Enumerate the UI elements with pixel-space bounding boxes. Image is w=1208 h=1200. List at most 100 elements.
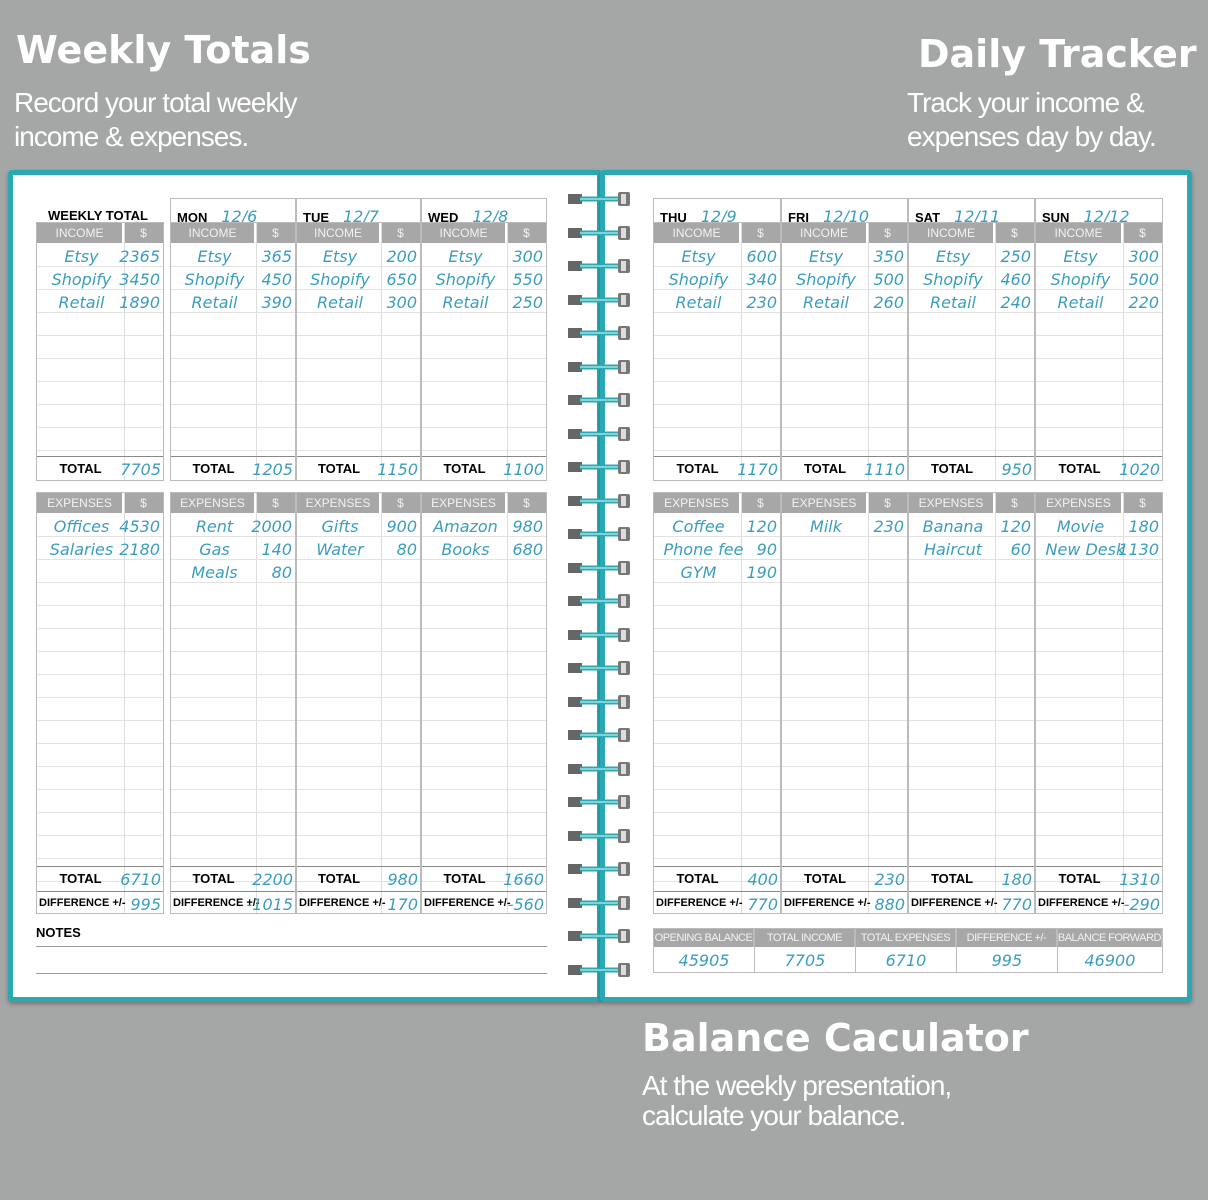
entry-line[interactable]: [422, 605, 546, 606]
entry-label[interactable]: Retail: [191, 293, 238, 312]
entry-line[interactable]: [297, 266, 420, 267]
entry-line[interactable]: [171, 427, 295, 428]
date-value[interactable]: 12/8: [472, 207, 509, 226]
entry-line[interactable]: [297, 720, 420, 721]
entry-line[interactable]: [37, 697, 163, 698]
entry-line[interactable]: [171, 674, 295, 675]
entry-line[interactable]: [1036, 697, 1162, 698]
entry-label[interactable]: Etsy: [322, 247, 358, 266]
entry-line[interactable]: [171, 582, 295, 583]
entry-line[interactable]: [422, 381, 546, 382]
entry-line[interactable]: [654, 381, 780, 382]
entry-line[interactable]: [909, 881, 1034, 882]
total-value[interactable]: 980: [387, 870, 418, 889]
entry-label[interactable]: Etsy: [681, 247, 716, 266]
total-value[interactable]: 230: [874, 870, 905, 889]
entry-line[interactable]: [171, 266, 295, 267]
date-value[interactable]: 12/9: [700, 207, 737, 226]
entry-line[interactable]: [297, 335, 420, 336]
entry-line[interactable]: [422, 450, 546, 451]
entry-line[interactable]: [297, 381, 420, 382]
entry-label[interactable]: Retail: [675, 293, 722, 312]
entry-line[interactable]: [171, 605, 295, 606]
entry-line[interactable]: [422, 835, 546, 836]
total-value[interactable]: 1110: [864, 460, 905, 479]
entry-line[interactable]: [782, 605, 907, 606]
entry-line[interactable]: [297, 358, 420, 359]
entry-line[interactable]: [171, 697, 295, 698]
entry-line[interactable]: [782, 651, 907, 652]
entry-amount[interactable]: 900: [386, 517, 417, 536]
difference-value[interactable]: -560: [507, 895, 544, 914]
entry-line[interactable]: [654, 835, 780, 836]
entry-label[interactable]: Retail: [58, 293, 105, 312]
entry-label[interactable]: Coffee: [672, 517, 725, 536]
entry-line[interactable]: [1036, 381, 1162, 382]
entry-line[interactable]: [782, 766, 907, 767]
entry-amount[interactable]: 365: [261, 247, 292, 266]
entry-line[interactable]: [37, 628, 163, 629]
entry-amount[interactable]: 980: [512, 517, 543, 536]
entry-label[interactable]: Shopify: [51, 270, 112, 289]
entry-line[interactable]: [1036, 450, 1162, 451]
entry-line[interactable]: [909, 266, 1034, 267]
entry-label[interactable]: Phone fee: [663, 540, 744, 559]
entry-label[interactable]: Shopify: [796, 270, 856, 289]
entry-line[interactable]: [782, 697, 907, 698]
entry-amount[interactable]: 60: [1010, 540, 1031, 559]
entry-line[interactable]: [37, 743, 163, 744]
entry-line[interactable]: [171, 381, 295, 382]
entry-line[interactable]: [422, 312, 546, 313]
entry-amount[interactable]: 500: [873, 270, 904, 289]
entry-line[interactable]: [1036, 536, 1162, 537]
entry-amount[interactable]: 180: [1128, 517, 1159, 536]
entry-line[interactable]: [37, 812, 163, 813]
entry-line[interactable]: [422, 266, 546, 267]
entry-line[interactable]: [909, 858, 1034, 859]
entry-line[interactable]: [297, 404, 420, 405]
entry-amount[interactable]: 2180: [119, 540, 160, 559]
entry-line[interactable]: [37, 858, 163, 859]
entry-line[interactable]: [171, 720, 295, 721]
entry-line[interactable]: [909, 720, 1034, 721]
entry-line[interactable]: [171, 312, 295, 313]
entry-amount[interactable]: 300: [512, 247, 543, 266]
entry-line[interactable]: [37, 651, 163, 652]
entry-line[interactable]: [654, 766, 780, 767]
total-value[interactable]: 6710: [120, 870, 161, 889]
entry-amount[interactable]: 250: [512, 293, 543, 312]
entry-label[interactable]: Etsy: [448, 247, 483, 266]
entry-line[interactable]: [654, 697, 780, 698]
entry-line[interactable]: [422, 335, 546, 336]
entry-line[interactable]: [654, 536, 780, 537]
entry-label[interactable]: Books: [441, 540, 490, 559]
entry-line[interactable]: [297, 628, 420, 629]
entry-line[interactable]: [422, 358, 546, 359]
entry-line[interactable]: [37, 404, 163, 405]
entry-line[interactable]: [297, 450, 420, 451]
entry-line[interactable]: [297, 697, 420, 698]
entry-line[interactable]: [1036, 651, 1162, 652]
entry-line[interactable]: [422, 404, 546, 405]
entry-line[interactable]: [297, 559, 420, 560]
entry-line[interactable]: [654, 582, 780, 583]
entry-line[interactable]: [1036, 743, 1162, 744]
entry-line[interactable]: [37, 559, 163, 560]
difference-value[interactable]: 170: [387, 895, 418, 914]
entry-line[interactable]: [654, 559, 780, 560]
entry-amount[interactable]: 200: [386, 247, 417, 266]
entry-line[interactable]: [171, 858, 295, 859]
entry-amount[interactable]: 80: [396, 540, 417, 559]
date-value[interactable]: 12/10: [822, 207, 870, 226]
entry-line[interactable]: [654, 743, 780, 744]
entry-label[interactable]: Salaries: [49, 540, 114, 559]
total-value[interactable]: 1100: [503, 460, 544, 479]
entry-line[interactable]: [171, 536, 295, 537]
entry-label[interactable]: Rent: [195, 517, 234, 536]
balance-forward-value[interactable]: 46900: [1084, 951, 1136, 970]
total-value[interactable]: 1205: [252, 460, 293, 479]
entry-label[interactable]: Gifts: [321, 517, 359, 536]
entry-line[interactable]: [782, 381, 907, 382]
entry-amount[interactable]: 450: [261, 270, 292, 289]
entry-line[interactable]: [909, 743, 1034, 744]
